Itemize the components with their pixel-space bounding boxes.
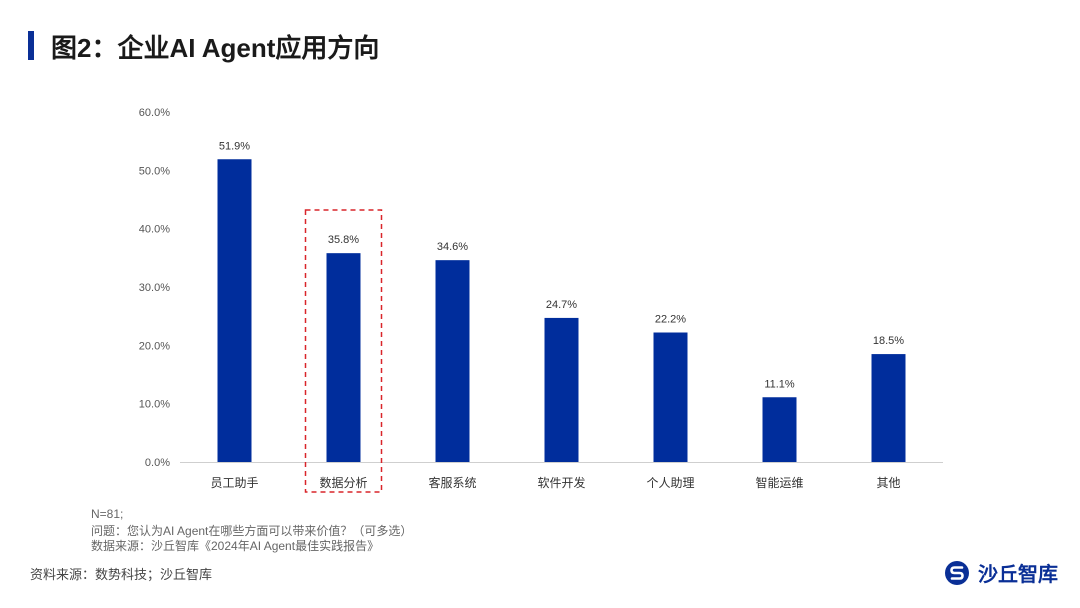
x-tick-label: 数据分析 bbox=[319, 475, 367, 490]
note-question: 问题：您认为AI Agent在哪些方面可以带来价值？（可多选） bbox=[91, 524, 413, 538]
highlight-box bbox=[304, 209, 383, 493]
x-tick-label: 个人助理 bbox=[646, 476, 694, 490]
bar bbox=[435, 260, 470, 462]
y-tick-label: 30.0% bbox=[139, 282, 170, 294]
bar bbox=[762, 397, 797, 462]
brand-name: 沙丘智库 bbox=[978, 564, 1058, 586]
note-data-source: 数据来源：沙丘智库《2024年AI Agent最佳实践报告》 bbox=[91, 539, 380, 553]
bar bbox=[217, 159, 252, 462]
bar bbox=[871, 354, 906, 462]
x-tick-label: 智能运维 bbox=[755, 475, 803, 490]
data-label: 51.9% bbox=[219, 140, 250, 152]
bar bbox=[653, 332, 688, 462]
note-sample-size: N=81; bbox=[91, 507, 124, 521]
data-label: 11.1% bbox=[764, 378, 795, 390]
y-tick-label: 20.0% bbox=[139, 340, 170, 352]
data-label: 24.7% bbox=[546, 299, 577, 311]
data-label: 34.6% bbox=[437, 241, 468, 253]
data-label: 22.2% bbox=[655, 314, 686, 326]
title-accent-bar bbox=[28, 31, 34, 60]
brand-logo: 沙丘智库 bbox=[944, 558, 1058, 587]
bar bbox=[544, 317, 579, 462]
y-tick-label: 50.0% bbox=[139, 165, 170, 177]
page-title: 图2：企业AI Agent应用方向 bbox=[51, 33, 380, 63]
y-tick-label: 0.0% bbox=[145, 457, 170, 469]
y-tick-label: 60.0% bbox=[139, 107, 170, 119]
y-tick-label: 40.0% bbox=[139, 224, 170, 236]
x-tick-label: 软件开发 bbox=[537, 475, 585, 490]
data-label: 18.5% bbox=[873, 335, 904, 347]
source-text: 资料来源：数势科技；沙丘智库 bbox=[30, 567, 213, 582]
y-tick-label: 10.0% bbox=[139, 399, 170, 411]
data-label: 35.8% bbox=[328, 234, 359, 246]
x-tick-label: 其他 bbox=[876, 476, 900, 490]
bar bbox=[326, 253, 361, 462]
s-logo-icon bbox=[945, 560, 969, 585]
x-tick-label: 员工助手 bbox=[210, 476, 258, 490]
x-tick-label: 客服系统 bbox=[428, 475, 476, 490]
